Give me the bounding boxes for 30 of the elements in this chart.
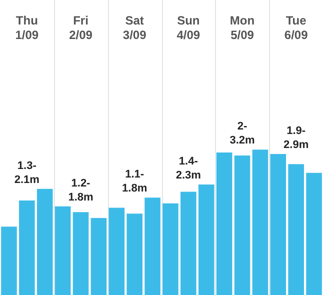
x-tick-label: Thu 1/09 xyxy=(15,14,39,42)
x-tick-label: Tue 6/09 xyxy=(284,14,308,42)
bar xyxy=(72,212,89,295)
bar xyxy=(1,226,17,295)
annotation: 1.1-1.8m xyxy=(122,168,148,195)
bar xyxy=(54,206,71,295)
text: 2-3.2m xyxy=(230,120,255,147)
bar xyxy=(288,164,304,295)
bar xyxy=(306,172,322,295)
bar xyxy=(216,152,232,295)
annotation: 1.4-2.3m xyxy=(176,156,202,182)
bar xyxy=(36,188,53,295)
bar xyxy=(252,150,268,295)
bar xyxy=(198,184,214,295)
annotation: 1.2-1.8m xyxy=(68,177,94,204)
bar xyxy=(108,208,125,295)
bar xyxy=(19,200,35,295)
bar xyxy=(234,155,250,295)
annotation: 1.3-2.1m xyxy=(14,160,40,186)
bar xyxy=(270,154,286,295)
x-tick-label: Fri 2/09 xyxy=(69,14,93,42)
x-tick-label: Sat 3/09 xyxy=(122,14,147,42)
bar xyxy=(144,198,160,295)
bar xyxy=(126,214,142,295)
bar xyxy=(180,192,196,295)
bar xyxy=(162,203,178,295)
x-tick-label: Sun 4/09 xyxy=(176,14,200,42)
annotation: 1.9-2.9m xyxy=(284,125,309,152)
bar xyxy=(90,218,107,295)
x-tick-label: Mon 5/09 xyxy=(230,14,255,42)
